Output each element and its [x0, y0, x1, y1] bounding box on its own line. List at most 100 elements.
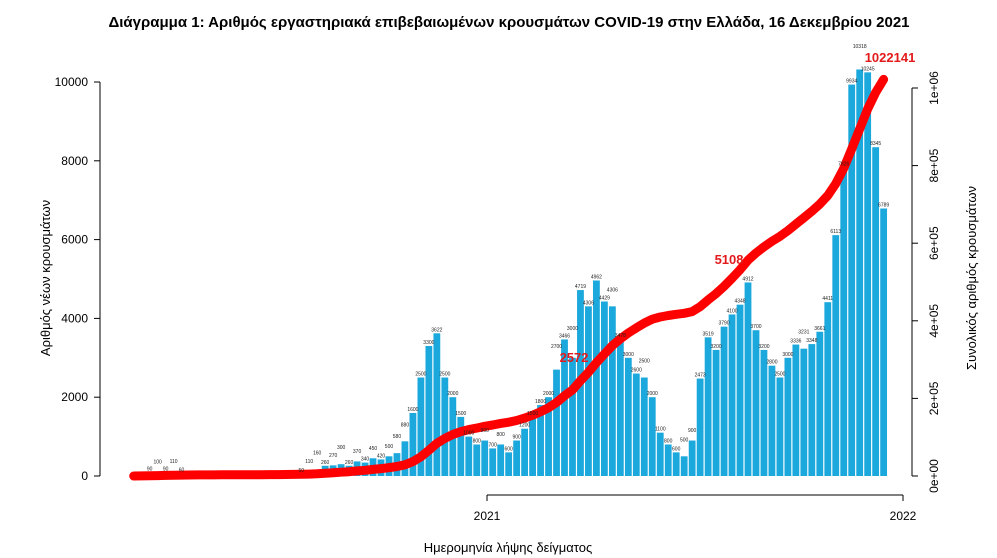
bar-value-label: 700 — [489, 442, 498, 448]
y2-tick-label: 6e+05 — [927, 226, 941, 260]
bar-value-label: 60 — [179, 468, 185, 474]
bar — [481, 440, 489, 476]
bar — [648, 397, 656, 476]
bar — [768, 365, 776, 476]
bar-value-label: 2500 — [774, 372, 785, 378]
bar-value-label: 800 — [664, 438, 673, 444]
bar — [513, 440, 521, 476]
bar — [688, 440, 696, 476]
bar — [401, 441, 409, 476]
bar-value-label: 500 — [385, 444, 394, 450]
bar — [728, 314, 736, 476]
bar-value-label: 500 — [680, 437, 689, 443]
bar — [840, 167, 848, 477]
bar-value-label: 900 — [512, 435, 521, 441]
bar — [569, 357, 576, 476]
bar-value-label: 880 — [401, 422, 410, 428]
bar-value-label: 2500 — [415, 372, 426, 378]
bar-value-label: 4100 — [726, 308, 737, 314]
bar-value-label: 3200 — [711, 344, 722, 350]
bar — [664, 444, 672, 476]
y2-axis-label: Συνολικός αριθμός κρουσμάτων — [964, 186, 979, 370]
bar-value-label: 8345 — [870, 141, 881, 147]
bar-value-label: 50 — [298, 468, 304, 474]
bar-value-label: 3000 — [782, 352, 793, 358]
bar-value-label: 3519 — [703, 331, 714, 337]
y-tick-label: 2000 — [61, 390, 88, 404]
bar — [632, 373, 640, 476]
bar-value-label: 270 — [329, 453, 338, 459]
bar-value-label: 6789 — [878, 203, 889, 209]
bar — [696, 378, 704, 476]
bar-value-label: 2800 — [766, 360, 777, 366]
bar — [545, 397, 552, 476]
bar — [672, 452, 680, 476]
bar — [736, 304, 744, 476]
bar-value-label: 3000 — [567, 326, 578, 332]
bar-value-label: 9934 — [846, 79, 857, 85]
bar — [808, 344, 816, 476]
bar — [537, 405, 544, 476]
bar-value-label: 2500 — [439, 372, 450, 378]
bar-value-label: 4411 — [822, 296, 833, 302]
y-tick-label: 8000 — [61, 154, 88, 168]
bar-value-label: 2473 — [695, 373, 706, 379]
bar — [417, 377, 425, 476]
bar-value-label: 4306 — [607, 287, 618, 293]
bar-value-label: 90 — [147, 466, 153, 472]
bar-value-label: 3300 — [423, 340, 434, 346]
y2-tick-label: 1e+06 — [927, 71, 941, 105]
bar-value-label: 3622 — [431, 327, 442, 333]
bar-value-label: 4719 — [575, 284, 586, 290]
bar — [640, 377, 648, 476]
bar — [792, 344, 800, 476]
bar-value-label: 1000 — [463, 431, 474, 437]
y-tick-label: 6000 — [61, 233, 88, 247]
bar-value-label: 1200 — [519, 423, 530, 429]
y2-tick-label: 0e+00 — [927, 459, 941, 493]
bar — [529, 416, 536, 476]
bar-value-label: 3700 — [750, 324, 761, 330]
bar-value-label: 4348 — [734, 299, 745, 305]
bar-value-label: 300 — [337, 445, 346, 451]
bar — [561, 339, 568, 476]
bar — [489, 448, 497, 476]
bar-value-label: 160 — [313, 451, 322, 457]
bar — [824, 302, 832, 476]
bar — [505, 452, 513, 476]
bar — [433, 333, 441, 476]
bar — [720, 326, 728, 476]
bar-value-label: 10318 — [853, 44, 867, 50]
annotations-group: 2572 5108 1022141 — [560, 50, 916, 365]
bar — [680, 456, 688, 476]
bar-value-label: 2500 — [639, 359, 650, 365]
chart-title: Διάγραμμα 1: Αριθμός εργαστηριακά επιβεβ… — [108, 14, 909, 31]
bar-value-label: 340 — [361, 457, 370, 463]
bar-value-label: 2000 — [647, 391, 658, 397]
bar-value-label: 2700 — [551, 344, 562, 350]
bar — [880, 208, 888, 476]
bar-value-label: 6113 — [830, 229, 841, 235]
bar-value-label: 4912 — [742, 276, 753, 282]
bar-value-label: 4306 — [583, 300, 594, 306]
bar — [784, 357, 792, 476]
bar-value-label: 4962 — [591, 274, 602, 280]
bar — [848, 84, 856, 476]
bar — [816, 331, 824, 476]
bar — [473, 444, 481, 476]
bar-value-label: 7826 — [838, 162, 849, 168]
bar-value-label: 90 — [163, 466, 169, 472]
bar-value-label: 100 — [153, 460, 162, 466]
bar-value-label: 2000 — [543, 391, 554, 397]
bar-value-label: 800 — [473, 438, 482, 444]
cumulative-annotation: 2572 — [560, 350, 589, 365]
bar-value-label: 3200 — [758, 344, 769, 350]
bar — [624, 357, 632, 476]
bar — [752, 330, 760, 476]
bar-value-label: 3348 — [806, 338, 817, 344]
bar-value-label: 260 — [345, 460, 354, 466]
bar — [776, 377, 784, 476]
bar — [409, 412, 417, 476]
bar — [864, 72, 872, 477]
